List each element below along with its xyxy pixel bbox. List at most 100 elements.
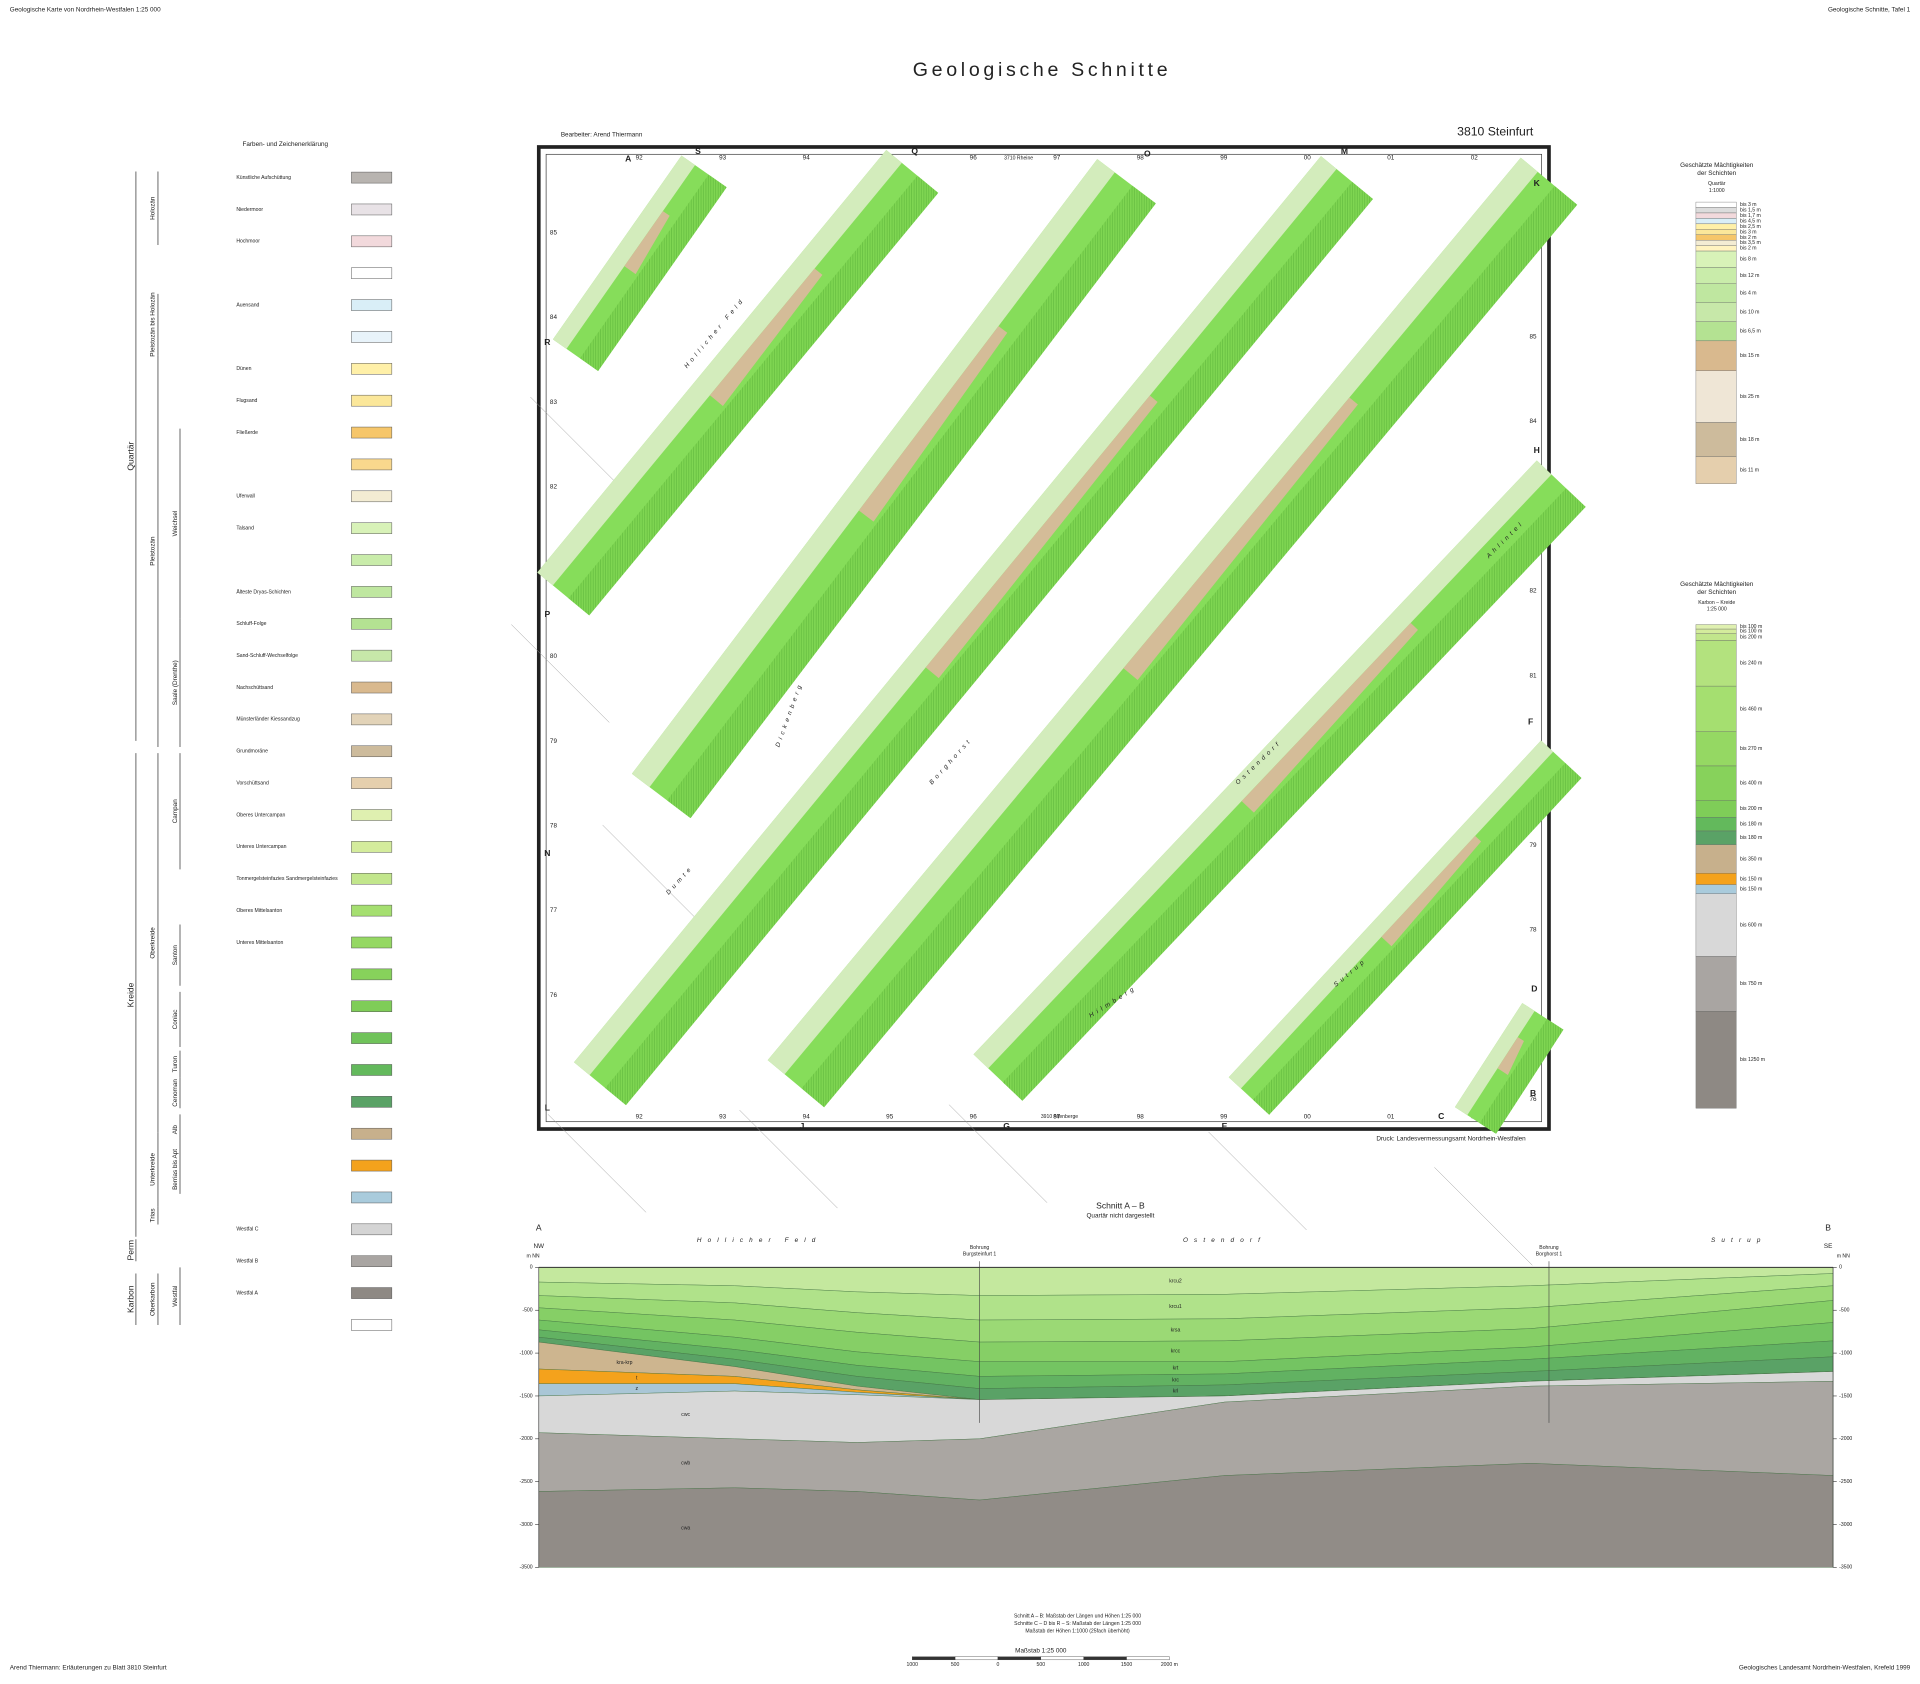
section-end-letter: S <box>695 146 701 156</box>
legend-label: Westfal A <box>236 1290 258 1296</box>
axis-label: m NN <box>1837 1254 1850 1260</box>
section-strip-hatch <box>580 174 727 371</box>
scale-tick-label: 1500 <box>1121 1662 1133 1668</box>
footer-right: Geologisches Landesamt Nordrhein-Westfal… <box>1739 1664 1911 1671</box>
legend-swatch <box>351 586 393 598</box>
thickness-scale: Quartär <box>1708 181 1726 187</box>
legend-label: Grundmoräne <box>236 749 268 755</box>
thickness-label: bis 2 m <box>1740 246 1757 252</box>
section-trace <box>1434 1167 1533 1266</box>
legend-label: Oberes Mittelsanton <box>236 908 282 914</box>
legend-swatch <box>351 1127 393 1140</box>
section-end-letter: P <box>544 609 550 619</box>
thickness-label: bis 4,5 m <box>1740 218 1761 224</box>
thickness-layer <box>1695 633 1737 641</box>
section-trace <box>1208 1131 1307 1231</box>
section-strip-hatch <box>1253 762 1582 1115</box>
thickness-layer <box>1695 212 1737 219</box>
scale-segment <box>997 1656 1041 1661</box>
thickness-layer <box>1695 207 1737 214</box>
legend-swatch <box>351 872 393 885</box>
legend-label: Westfal C <box>236 1227 258 1233</box>
legend-swatch <box>351 363 393 375</box>
thickness-layer <box>1695 245 1737 252</box>
thickness-layer <box>1695 229 1737 235</box>
grid-label: 77 <box>550 907 558 914</box>
section-end-letter: L <box>545 1102 550 1112</box>
section-end-letter: R <box>544 337 551 347</box>
section-strip-hatch <box>801 185 1578 1108</box>
grid-label: 00 <box>1304 155 1312 162</box>
strat-label: Weichsel <box>172 511 179 537</box>
strat-label: Unterkreide <box>150 1153 157 1186</box>
layer-label: krt <box>1173 1365 1179 1371</box>
layer-label: cwc <box>681 1412 690 1418</box>
strat-label: Saale (Drenthe) <box>172 660 179 705</box>
scale-tick-label: 500 <box>1037 1662 1046 1668</box>
strat-label: Coniac <box>172 1009 179 1030</box>
borehole-label: Borghorst 1 <box>1536 1251 1563 1257</box>
thickness-label: bis 1250 m <box>1740 1057 1765 1063</box>
thickness-layer <box>1695 685 1737 732</box>
thickness-layer <box>1695 731 1737 767</box>
grid-label: 99 <box>1220 155 1228 162</box>
borehole-label: Burgsteinfurt 1 <box>963 1251 996 1257</box>
section-place: Ostendorf <box>1183 1237 1266 1244</box>
legend-title: Farben- und Zeichenerklärung <box>243 141 329 148</box>
thickness-layer <box>1695 624 1737 630</box>
grid-label: 80 <box>550 653 558 660</box>
layer-label: krcu1 <box>1169 1304 1182 1310</box>
thickness-layer <box>1695 422 1737 457</box>
legend-label: Flugsand <box>236 398 257 404</box>
y-tick-label: -2000 <box>1839 1436 1852 1442</box>
section-end-letter: M <box>1341 146 1348 156</box>
neighbour-sheet: 3710 Rheine <box>1004 155 1033 161</box>
scale-segment <box>1040 1656 1084 1661</box>
y-tick-label: -500 <box>522 1308 532 1314</box>
thickness-layer <box>1695 640 1737 687</box>
section-title: Schnitt A – B <box>1096 1200 1145 1210</box>
strat-label: Oberkarbon <box>150 1282 157 1316</box>
thickness-label: bis 750 m <box>1740 981 1762 987</box>
legend-swatch <box>351 458 393 471</box>
section-end-letter: J <box>800 1121 805 1131</box>
section-trace <box>948 1104 1048 1203</box>
thickness-title: der Schichten <box>1697 589 1736 596</box>
legend-label: Künstliche Aufschüttung <box>236 175 291 181</box>
thickness-label: bis 4 m <box>1740 291 1757 297</box>
grid-label: 99 <box>1220 1113 1228 1120</box>
thickness-layer <box>1695 283 1737 303</box>
header-left: Geologische Karte von Nordrhein-Westfale… <box>10 7 161 14</box>
section-end-letter: F <box>1528 717 1533 727</box>
thickness-scale: 1:25 000 <box>1707 607 1727 613</box>
section-end-letter: N <box>544 848 550 858</box>
thickness-label: bis 1,7 m <box>1740 213 1761 219</box>
strat-label: Karbon <box>125 1285 135 1313</box>
legend-swatch <box>351 968 393 981</box>
legend-swatch <box>351 1255 393 1267</box>
y-tick-label: -2500 <box>1839 1479 1852 1485</box>
thickness-label: bis 180 m <box>1740 822 1762 828</box>
section-direction: NW <box>533 1243 544 1250</box>
section-strip-sand <box>925 395 1158 679</box>
scale-tick-label: 2000 m <box>1161 1662 1178 1668</box>
grid-label: 00 <box>1304 1113 1312 1120</box>
thickness-label: bis 8 m <box>1740 257 1757 263</box>
grid-label: 95 <box>886 1113 894 1120</box>
strat-label: Berrias bis Apt <box>172 1149 179 1190</box>
layer-label: cwa <box>681 1525 690 1531</box>
scale-tick-label: 0 <box>997 1662 1000 1668</box>
scale-tick-label: 500 <box>951 1662 960 1668</box>
thickness-layer <box>1695 817 1737 832</box>
legend-swatch <box>351 618 393 630</box>
thickness-label: bis 3 m <box>1740 202 1757 208</box>
thickness-label: bis 1,5 m <box>1740 208 1761 214</box>
section-strip-top <box>1228 740 1554 1089</box>
scale-segment <box>1126 1656 1170 1661</box>
strat-label: Cenoman <box>172 1079 179 1107</box>
y-tick-label: -1000 <box>1839 1350 1852 1356</box>
neighbour-sheet: 3910 Altenberge <box>1041 1114 1078 1120</box>
thickness-layer <box>1695 893 1737 957</box>
strat-label: Perm <box>125 1240 135 1260</box>
footer: Schnitt A – B: Maßstab der Längen und Hö… <box>10 1614 1911 1672</box>
